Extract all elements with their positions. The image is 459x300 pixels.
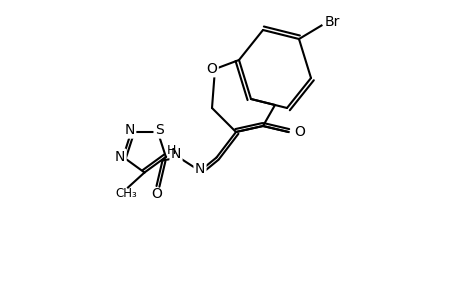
Text: N: N: [195, 163, 205, 176]
Text: CH₃: CH₃: [115, 187, 137, 200]
Text: N: N: [124, 123, 134, 137]
Text: O: O: [294, 125, 305, 139]
Text: Br: Br: [324, 16, 339, 29]
Text: N: N: [115, 150, 125, 164]
Text: O: O: [206, 62, 217, 76]
Text: S: S: [155, 123, 163, 137]
Text: O: O: [151, 187, 162, 200]
Text: N: N: [170, 148, 181, 161]
Text: H: H: [167, 143, 176, 157]
